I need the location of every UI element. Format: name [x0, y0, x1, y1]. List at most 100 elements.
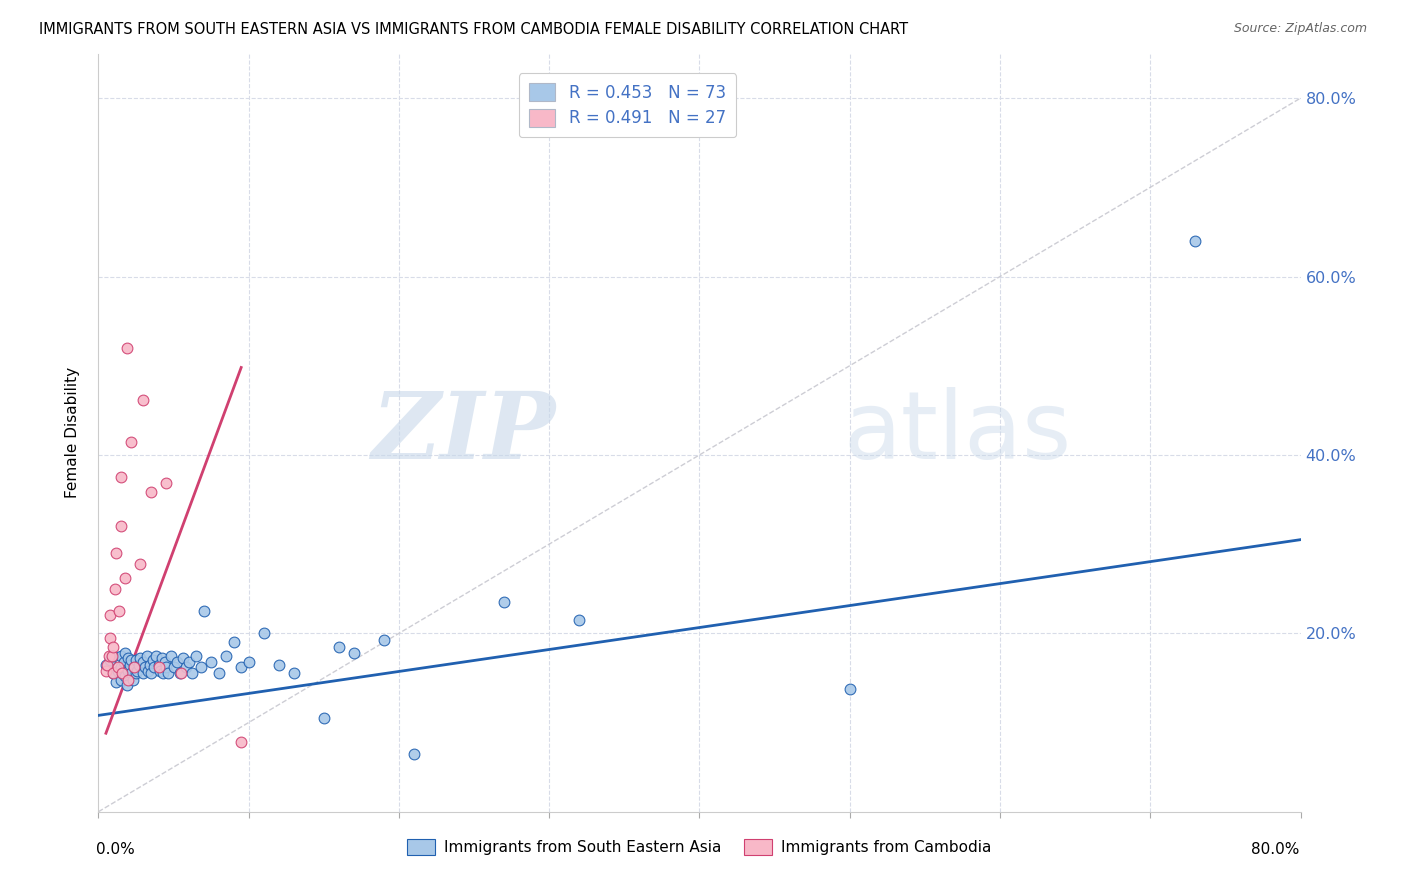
Point — [177, 655, 200, 669]
Point — [838, 681, 860, 696]
Text: atlas: atlas — [844, 386, 1071, 479]
Point — [112, 655, 135, 669]
Point — [162, 660, 184, 674]
Point — [141, 653, 163, 667]
Point — [343, 646, 366, 660]
Point — [121, 653, 143, 667]
Point — [124, 660, 146, 674]
Point — [193, 604, 215, 618]
Point — [107, 664, 129, 678]
Point — [149, 664, 172, 678]
Text: ZIP: ZIP — [371, 388, 555, 477]
Point — [143, 660, 166, 674]
Point — [402, 747, 425, 761]
Text: 80.0%: 80.0% — [1251, 842, 1299, 856]
Point — [200, 655, 222, 669]
Point — [107, 660, 129, 674]
Point — [231, 735, 253, 749]
Point — [128, 657, 150, 672]
Point — [101, 648, 124, 663]
Point — [373, 633, 395, 648]
Point — [103, 640, 125, 654]
Point — [139, 485, 162, 500]
Point — [117, 664, 139, 678]
Point — [152, 666, 174, 681]
Point — [132, 666, 155, 681]
Point — [117, 673, 139, 687]
Point — [238, 655, 260, 669]
Point — [174, 660, 197, 674]
Point — [94, 664, 117, 678]
Point — [145, 648, 167, 663]
Point — [328, 640, 350, 654]
Point — [139, 666, 162, 681]
Point — [568, 613, 591, 627]
Point — [104, 582, 127, 596]
Point — [208, 666, 231, 681]
Point — [125, 666, 148, 681]
Point — [172, 651, 194, 665]
Point — [190, 660, 212, 674]
Point — [100, 631, 122, 645]
Point — [103, 666, 125, 681]
Text: 0.0%: 0.0% — [96, 842, 135, 856]
Point — [1184, 234, 1206, 248]
Point — [148, 657, 170, 672]
Point — [115, 678, 138, 692]
Point — [105, 675, 128, 690]
Point — [156, 666, 179, 681]
Point — [180, 666, 202, 681]
Point — [159, 648, 181, 663]
Point — [312, 711, 335, 725]
Point — [103, 666, 125, 681]
Legend: R = 0.453   N = 73, R = 0.491   N = 27: R = 0.453 N = 73, R = 0.491 N = 27 — [519, 73, 735, 137]
Point — [100, 608, 122, 623]
Point — [117, 662, 139, 676]
Text: Source: ZipAtlas.com: Source: ZipAtlas.com — [1233, 22, 1367, 36]
Point — [134, 660, 156, 674]
Point — [267, 657, 290, 672]
Point — [110, 660, 132, 674]
Point — [132, 655, 155, 669]
Point — [94, 657, 117, 672]
Point — [110, 470, 132, 484]
Point — [283, 666, 305, 681]
Point — [184, 648, 207, 663]
Point — [155, 476, 177, 491]
Y-axis label: Female Disability: Female Disability — [65, 367, 80, 499]
Point — [138, 657, 160, 672]
Point — [129, 557, 152, 571]
Point — [118, 657, 141, 672]
Point — [153, 655, 176, 669]
Point — [155, 660, 177, 674]
Text: IMMIGRANTS FROM SOUTH EASTERN ASIA VS IMMIGRANTS FROM CAMBODIA FEMALE DISABILITY: IMMIGRANTS FROM SOUTH EASTERN ASIA VS IM… — [39, 22, 908, 37]
Point — [110, 673, 132, 687]
Point — [117, 651, 139, 665]
Point — [96, 657, 118, 672]
Point — [105, 546, 128, 560]
Point — [115, 341, 138, 355]
Point — [222, 635, 245, 649]
Point — [121, 666, 143, 681]
Point — [111, 666, 134, 681]
Point — [135, 648, 157, 663]
Point — [114, 646, 136, 660]
Point — [110, 648, 132, 663]
Point — [121, 434, 143, 449]
Point — [111, 666, 134, 681]
Point — [129, 651, 152, 665]
Point — [136, 664, 159, 678]
Point — [132, 392, 155, 407]
Point — [100, 653, 122, 667]
Point — [124, 660, 146, 674]
Point — [114, 669, 136, 683]
Point — [108, 604, 131, 618]
Point — [103, 648, 125, 663]
Point — [150, 651, 173, 665]
Point — [127, 664, 149, 678]
Point — [215, 648, 238, 663]
Point — [97, 648, 120, 663]
Point — [494, 595, 516, 609]
Point — [114, 571, 136, 585]
Point — [110, 519, 132, 533]
